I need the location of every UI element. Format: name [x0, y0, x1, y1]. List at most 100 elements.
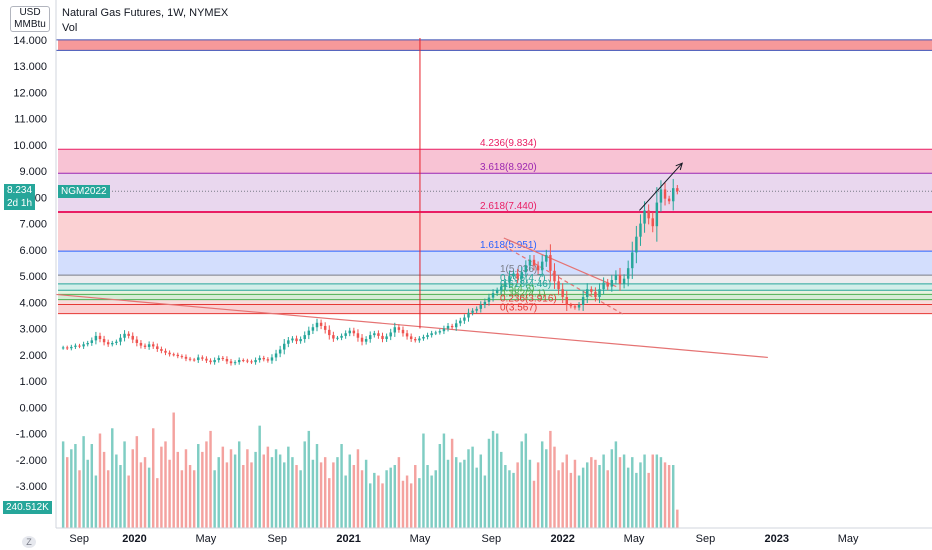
time-axis[interactable]: Sep 2020 May Sep 2021 May Sep 2022 May Sep 2023 May [56, 527, 932, 545]
candle-body [569, 304, 573, 307]
x-tick-label: May [624, 533, 645, 545]
candle-body [291, 338, 294, 341]
candle-body [123, 333, 126, 338]
volume-bar [332, 462, 335, 528]
volume-bar [659, 457, 663, 528]
candle-body [111, 342, 114, 345]
fib-zone-5 [58, 275, 932, 284]
candle-body [147, 344, 151, 347]
candle-body [250, 361, 253, 363]
volume-bar [287, 446, 290, 528]
candle-body [344, 333, 347, 336]
candle-body [274, 353, 278, 358]
candle-body [401, 329, 405, 334]
candle-body [671, 188, 675, 202]
volume-bar [434, 470, 437, 528]
fib-label-7: 0.5(4.3) [500, 283, 534, 294]
candle-body [188, 358, 192, 360]
candle-body [524, 265, 528, 273]
volume-bar [143, 457, 147, 528]
candle-body [270, 357, 274, 361]
volume-bar [520, 441, 523, 528]
timezone-badge[interactable]: Z [22, 536, 36, 548]
volume-bar [262, 454, 265, 528]
fibonacci-zones [56, 39, 932, 314]
candle-body [626, 268, 630, 279]
fib-zone-6 [58, 283, 932, 291]
currency-unit-selector[interactable]: USD MMBtu [10, 6, 50, 32]
volume-bar [184, 449, 188, 528]
candle-body [565, 297, 568, 305]
volume-bar [594, 459, 597, 528]
volume-bar [82, 436, 85, 528]
candle-body [192, 359, 196, 361]
volume-bar [528, 459, 532, 528]
candle-body [209, 360, 212, 363]
candle-body [577, 304, 581, 308]
volume-bar [213, 470, 216, 528]
volume-bar [565, 454, 568, 528]
fib-label-4: 1(5.036) [500, 264, 537, 275]
candle-body [438, 331, 442, 333]
candle-body [356, 333, 360, 338]
candle-body [221, 357, 225, 359]
volume-bar [577, 475, 581, 528]
projection-arrow-head [675, 162, 683, 171]
candle-body [676, 188, 679, 192]
y-tick-label: 14.000 [13, 35, 47, 47]
x-tick-label: 2023 [765, 533, 789, 545]
candle-body [348, 330, 351, 334]
volume-bar [409, 483, 413, 528]
candle-body [487, 297, 491, 302]
candle-body [450, 325, 454, 328]
candle-body [463, 317, 466, 321]
fib-label-0: 4.236(9.834) [480, 138, 537, 149]
volume-bar [307, 430, 311, 528]
volume-bar [328, 478, 331, 528]
y-tick-label: -3.000 [16, 481, 47, 493]
volume-bar [549, 430, 552, 528]
volume-bar [156, 478, 159, 528]
volume-bar [463, 459, 466, 528]
candle-body [602, 282, 605, 290]
volume-bar [119, 465, 122, 528]
candle-body [164, 350, 167, 353]
volume-bar [622, 454, 626, 528]
candle-body [454, 323, 458, 328]
volume-bar [676, 509, 679, 528]
volume-bar [414, 465, 417, 528]
candle-body [237, 360, 241, 363]
candle-body [631, 252, 634, 269]
volume-bar [524, 433, 528, 528]
chart-title: Natural Gas Futures, 1W, NYMEX [62, 7, 229, 19]
price-axis[interactable]: 14.00013.00012.00011.00010.0009.0008.000… [13, 0, 57, 528]
volume-bar [446, 459, 450, 528]
candle-body [225, 358, 229, 362]
fib-zone-7 [58, 290, 932, 295]
last-volume-tag: 240.512K [3, 501, 52, 514]
volume-indicator-label[interactable]: Vol [62, 22, 78, 34]
volume-bar [663, 462, 667, 528]
candle-body [594, 291, 597, 298]
y-tick-label: 0.000 [19, 402, 47, 414]
volume-bar [655, 454, 659, 528]
volume-bar [639, 462, 642, 528]
volume-bar [393, 465, 397, 528]
volume-bar [188, 465, 192, 528]
y-tick-label: 9.000 [19, 166, 47, 178]
candle-body [278, 349, 282, 354]
volume-bar [626, 467, 630, 528]
candle-body [598, 289, 601, 298]
volume-bar [373, 472, 376, 528]
volume-bar [475, 467, 478, 528]
fib-zone-9 [58, 299, 932, 305]
volume-bar [299, 470, 302, 528]
candle-body [471, 310, 474, 313]
candle-body [246, 360, 249, 362]
volume-bar [246, 449, 249, 528]
candle-body [172, 354, 175, 356]
candle-body [303, 335, 306, 340]
candle-body [160, 349, 163, 351]
